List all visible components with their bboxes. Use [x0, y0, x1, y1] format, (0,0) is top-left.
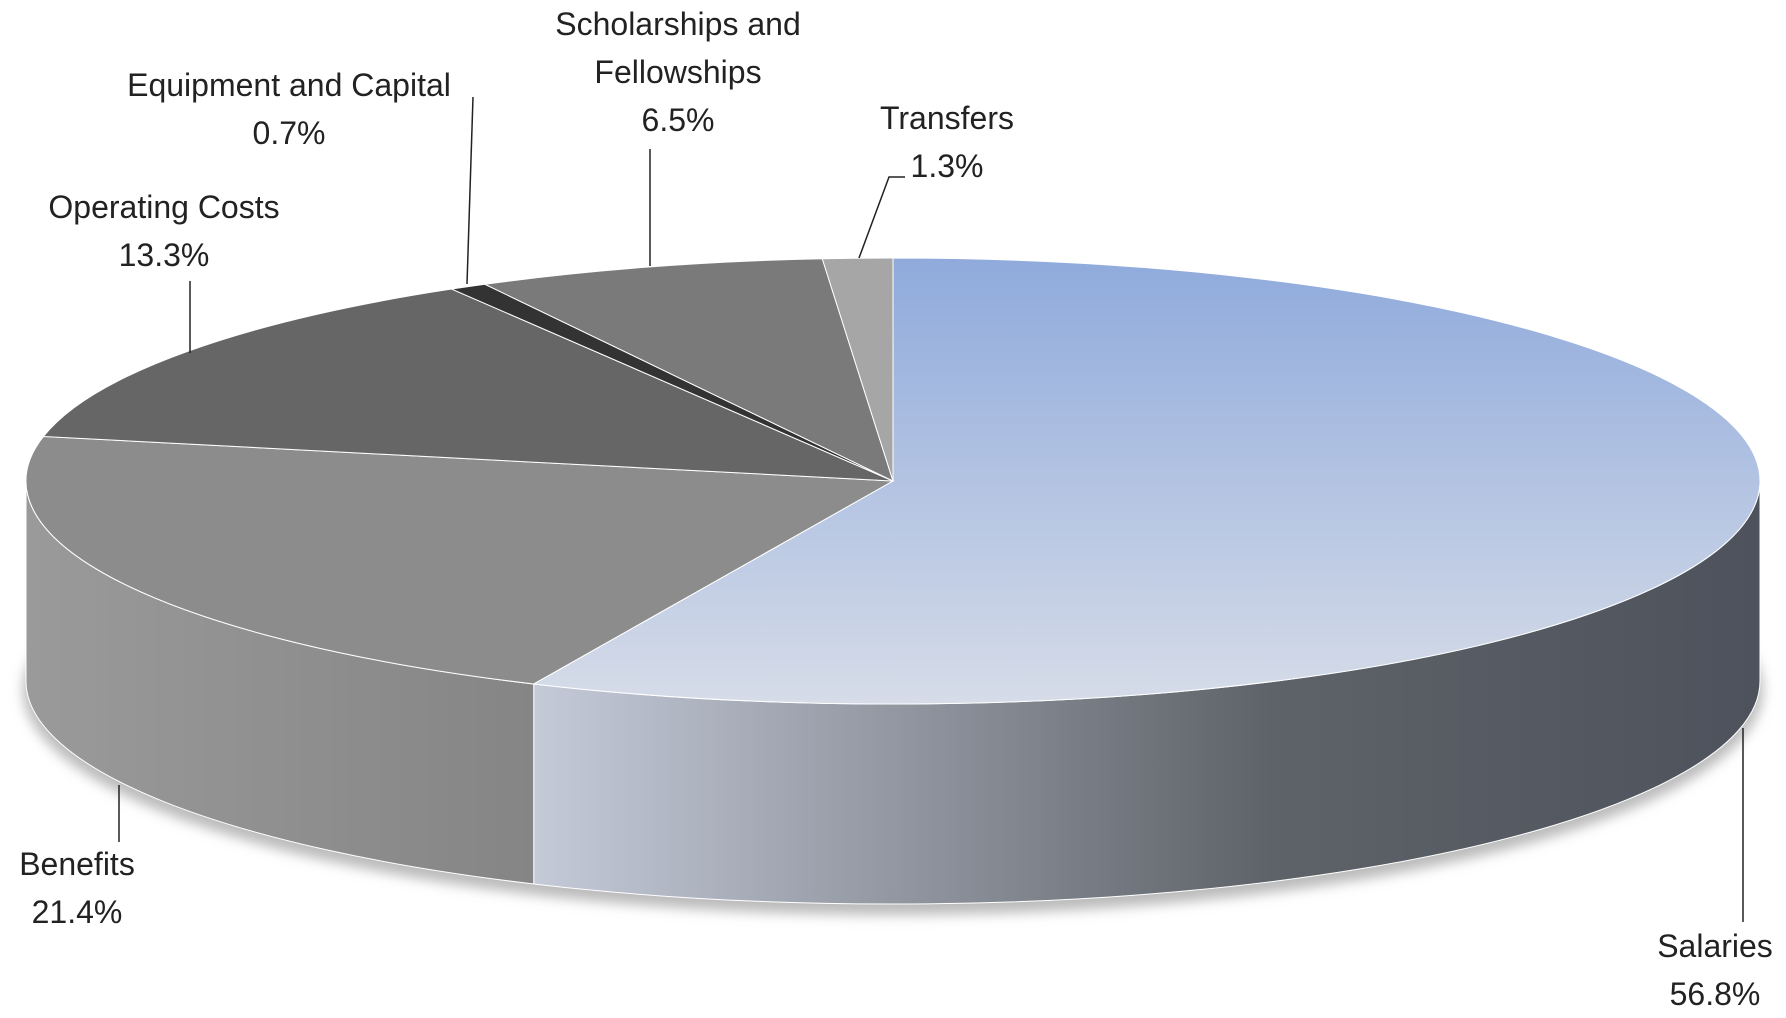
- value-label: 6.5%: [641, 102, 715, 138]
- data-label: Operating Costs 13.3%: [48, 183, 279, 279]
- slice: [25, 435, 895, 685]
- data-label: Transfers 1.3%: [880, 94, 1014, 190]
- data-label: Scholarships and Fellowships 6.5%: [528, 0, 828, 144]
- data-label: Benefits 21.4%: [19, 840, 135, 936]
- slice: [821, 257, 894, 482]
- slice: [532, 257, 1761, 705]
- value-label: 13.3%: [118, 237, 210, 273]
- slice: [42, 288, 894, 482]
- category-label: Transfers: [880, 100, 1014, 136]
- value-label: 1.3%: [910, 148, 984, 184]
- category-label: Salaries: [1657, 928, 1773, 964]
- value-label: 21.4%: [31, 894, 123, 930]
- category-label: Operating Costs: [48, 189, 280, 225]
- value-label: 0.7%: [252, 115, 326, 151]
- leader-line: [858, 176, 905, 259]
- category-label: Benefits: [19, 846, 135, 882]
- slice: [483, 258, 894, 482]
- category-label: Scholarships and Fellowships: [555, 6, 801, 90]
- data-label: Equipment and Capital 0.7%: [127, 61, 451, 157]
- leader-line: [466, 96, 474, 285]
- category-label: Equipment and Capital: [127, 67, 451, 103]
- data-label: Salaries 56.8%: [1657, 922, 1773, 1018]
- value-label: 56.8%: [1669, 976, 1761, 1012]
